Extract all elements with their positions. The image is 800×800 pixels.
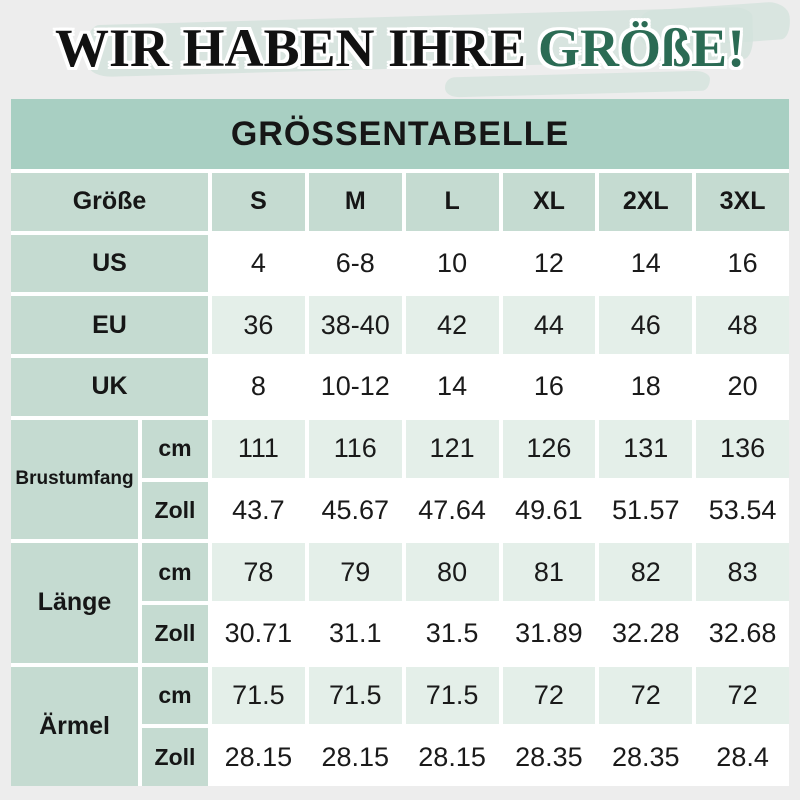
data-cell: 10-12	[308, 358, 402, 416]
data-cell: 10	[405, 234, 499, 293]
size-col-header: 3XL	[696, 173, 789, 231]
data-cell: 72	[599, 666, 693, 725]
unit-label: Zoll	[142, 728, 208, 786]
row-label: UK	[11, 358, 208, 416]
data-cell: 31.5	[405, 604, 499, 663]
row-label: US	[11, 234, 208, 293]
data-cell: 126	[502, 419, 596, 478]
data-cell: 72	[502, 666, 596, 725]
size-table: GRÖSSENTABELLE Größe S M L XL 2XL 3XL US 4 6-8 10 1…	[11, 99, 789, 786]
data-cell: 111	[212, 419, 305, 478]
size-col-header: M	[308, 173, 402, 231]
unit-label: cm	[142, 419, 208, 478]
data-cell: 53.54	[696, 481, 789, 540]
data-cell: 82	[599, 543, 693, 601]
data-cell: 4	[212, 234, 305, 293]
data-cell: 71.5	[405, 666, 499, 725]
data-cell: 31.1	[308, 604, 402, 663]
data-cell: 72	[696, 666, 789, 725]
data-cell: 28.15	[405, 728, 499, 786]
data-cell: 20	[696, 358, 789, 416]
data-cell: 49.61	[502, 481, 596, 540]
data-cell: 12	[502, 234, 596, 293]
data-cell: 38-40	[308, 296, 402, 355]
unit-label: Zoll	[142, 604, 208, 663]
data-cell: 44	[502, 296, 596, 355]
data-cell: 28.35	[502, 728, 596, 786]
data-cell: 43.7	[212, 481, 305, 540]
group-row-label: Länge	[11, 543, 138, 663]
row-label: EU	[11, 296, 208, 355]
group-row-label: Ärmel	[11, 666, 138, 786]
title-banner: WIR HABEN IHRE GRÖßE!	[0, 0, 800, 99]
data-cell: 42	[405, 296, 499, 355]
data-cell: 36	[212, 296, 305, 355]
size-row-label: Größe	[11, 173, 208, 231]
data-cell: 79	[308, 543, 402, 601]
data-cell: 6-8	[308, 234, 402, 293]
data-cell: 47.64	[405, 481, 499, 540]
data-cell: 131	[599, 419, 693, 478]
data-cell: 46	[599, 296, 693, 355]
data-cell: 32.68	[696, 604, 789, 663]
data-cell: 45.67	[308, 481, 402, 540]
data-cell: 81	[502, 543, 596, 601]
data-cell: 28.15	[308, 728, 402, 786]
data-cell: 83	[696, 543, 789, 601]
title-text-black: WIR HABEN IHRE	[54, 18, 527, 78]
unit-label: Zoll	[142, 481, 208, 540]
size-col-header: L	[405, 173, 499, 231]
data-cell: 136	[696, 419, 789, 478]
data-cell: 31.89	[502, 604, 596, 663]
unit-label: cm	[142, 666, 208, 725]
data-cell: 14	[599, 234, 693, 293]
data-cell: 28.35	[599, 728, 693, 786]
data-cell: 18	[599, 358, 693, 416]
data-cell: 48	[696, 296, 789, 355]
data-cell: 71.5	[308, 666, 402, 725]
data-cell: 51.57	[599, 481, 693, 540]
data-cell: 116	[308, 419, 402, 478]
data-cell: 80	[405, 543, 499, 601]
size-col-header: S	[212, 173, 305, 231]
size-col-header: 2XL	[599, 173, 693, 231]
data-cell: 78	[212, 543, 305, 601]
data-cell: 28.4	[696, 728, 789, 786]
data-cell: 30.71	[212, 604, 305, 663]
title-text-green: GRÖßE!	[538, 18, 746, 78]
data-cell: 8	[212, 358, 305, 416]
group-row-label: Brustumfang	[11, 419, 138, 540]
size-col-header: XL	[502, 173, 596, 231]
data-cell: 14	[405, 358, 499, 416]
data-cell: 121	[405, 419, 499, 478]
data-cell: 71.5	[212, 666, 305, 725]
unit-label: cm	[142, 543, 208, 601]
data-cell: 16	[696, 234, 789, 293]
table-title: GRÖSSENTABELLE	[11, 99, 789, 169]
page-title: WIR HABEN IHRE GRÖßE!	[0, 18, 800, 78]
data-cell: 16	[502, 358, 596, 416]
data-cell: 28.15	[212, 728, 305, 786]
data-cell: 32.28	[599, 604, 693, 663]
